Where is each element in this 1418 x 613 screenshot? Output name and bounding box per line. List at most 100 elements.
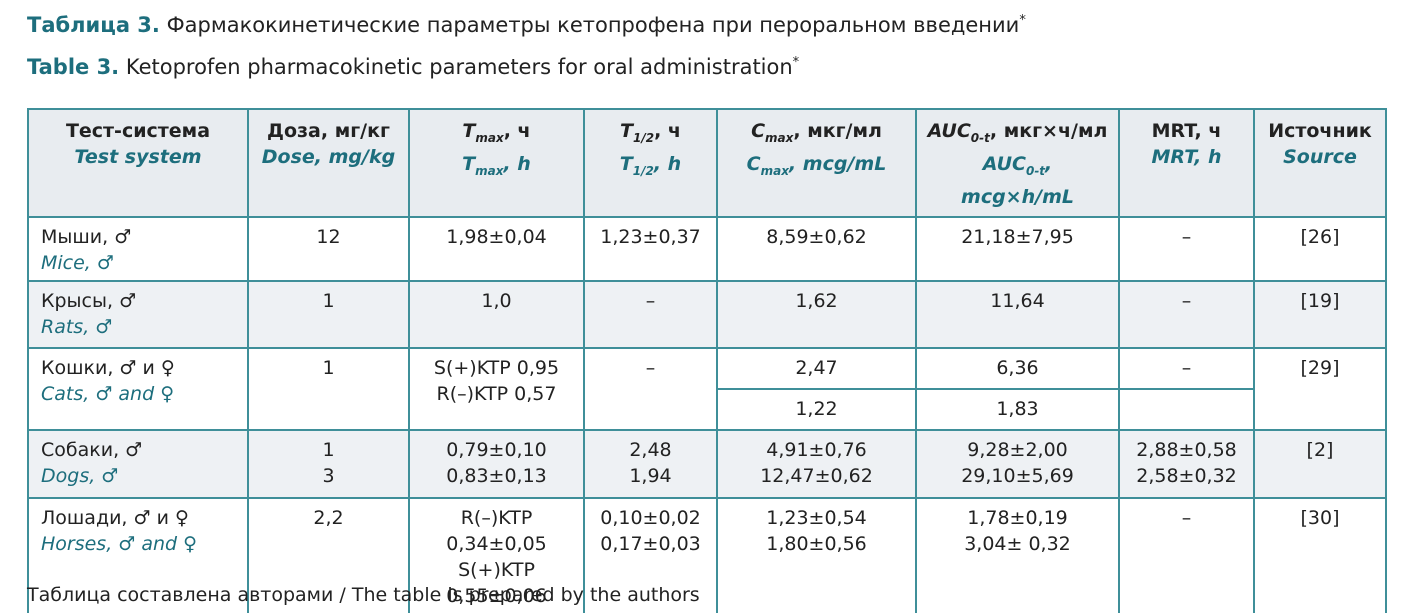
species-en: Cats, ♂ and ♀ — [41, 382, 175, 405]
cell-line: [26] — [1300, 225, 1340, 248]
cell: – — [583, 346, 718, 431]
cell-line: 3,04± 0,32 — [964, 532, 1071, 555]
header-ru: Тест-система — [35, 118, 241, 144]
species-ru: Мыши, ♂ — [41, 225, 132, 248]
header-ru: Tmax, ч — [416, 118, 577, 151]
title-en: Table 3. Ketoprofen pharmacokinetic para… — [27, 55, 799, 79]
cell: 1,23±0,54 1,80±0,56 — [716, 496, 917, 613]
cell: – — [1118, 346, 1255, 390]
cell: 1,98±0,04 — [408, 215, 585, 282]
row: Кошки, ♂ и ♀ Cats, ♂ and ♀ 1 S(+)KTP 0,95 R(… — [27, 346, 1387, 431]
cell-line: 6,36 — [996, 356, 1039, 379]
header-part: , мкг×ч/мл — [989, 120, 1108, 142]
cell: [30] — [1253, 496, 1387, 613]
cell-line: 1,98±0,04 — [446, 225, 547, 248]
cell: 12 — [247, 215, 410, 282]
header-part: Source — [1283, 146, 1357, 168]
cell-line: [2] — [1306, 438, 1334, 461]
cell-line: 1 — [322, 356, 335, 379]
cell: 11,64 — [915, 279, 1120, 349]
cell: 0,79±0,10 0,83±0,13 — [408, 428, 585, 499]
header-cell: Cmax, мкг/мл Cmax, mcg/mL — [716, 108, 917, 218]
cell-line: 1,62 — [795, 289, 838, 312]
title-label: Table 3. — [27, 55, 120, 79]
header-part: , ч — [503, 120, 531, 142]
cell-line: [30] — [1300, 506, 1340, 529]
cell — [1118, 387, 1255, 431]
header-part: T — [620, 120, 633, 142]
title-ru: Таблица 3. Фармакокинетические параметры… — [27, 13, 1026, 37]
species-ru: Крысы, ♂ — [41, 289, 137, 312]
cell-line: 21,18±7,95 — [961, 225, 1074, 248]
cell: [26] — [1253, 215, 1387, 282]
table: Тест-система Test system Доза, мг/кг Dose, … — [27, 108, 1387, 613]
header-part: AUC — [982, 152, 1026, 175]
cell-line: 11,64 — [990, 289, 1045, 312]
row: Лошади, ♂ и ♀ Horses, ♂ and ♀ 2,2 R(–)KTP 0,… — [27, 496, 1387, 613]
cell: – — [1118, 496, 1255, 613]
cell-line: – — [1181, 506, 1192, 529]
cell-line: – — [645, 289, 656, 312]
header-part: Test system — [74, 146, 202, 168]
header-cell: MRT, ч MRT, h — [1118, 108, 1255, 218]
cell-line: S(+)KTP — [458, 558, 535, 581]
header-en: Tmax, h — [416, 151, 577, 184]
cell-line: 1,80±0,56 — [766, 532, 867, 555]
row: 1,22 1,83 — [28, 387, 1386, 431]
cell-line: 0,79±0,10 — [446, 438, 547, 461]
cell-line: 2,2 — [313, 506, 344, 529]
cell: 2,47 — [716, 346, 917, 390]
header-cell: Тест-система Test system — [27, 108, 249, 218]
cell: 0,10±0,02 0,17±0,03 — [583, 496, 718, 613]
header-cell: T1/2, ч T1/2, h — [583, 108, 718, 218]
header-part: Dose, mg/kg — [261, 146, 396, 168]
cell-line: 0,34±0,05 — [446, 532, 547, 555]
cell: 1,78±0,19 3,04± 0,32 — [915, 496, 1120, 613]
cell: 2,48 1,94 — [583, 428, 718, 499]
header-part: C — [746, 152, 761, 175]
cell: – — [583, 279, 718, 349]
cell: 4,91±0,76 12,47±0,62 — [716, 428, 917, 499]
cell-line: R(–)KTP 0,57 — [436, 382, 557, 405]
header-cell: Источник Source — [1253, 108, 1387, 218]
cell-line: 1 — [322, 289, 335, 312]
header-part: T — [462, 152, 476, 175]
cell-line: 0,10±0,02 — [600, 506, 701, 529]
cell-line: – — [1181, 356, 1192, 379]
header-cell: Доза, мг/кг Dose, mg/kg — [247, 108, 410, 218]
cell: 6,36 — [915, 346, 1120, 390]
cell: 2,2 — [247, 496, 410, 613]
cell-line: 0,17±0,03 — [600, 532, 701, 555]
cell-line: S(+)KTP 0,95 — [433, 356, 560, 379]
cell-line: 3 — [322, 464, 335, 487]
species-ru: Собаки, ♂ — [41, 438, 143, 461]
row: Крысы, ♂ Rats, ♂ 1 1,0 – 1,62 11,64 – [19] — [27, 279, 1387, 349]
species-ru: Кошки, ♂ и ♀ — [41, 356, 175, 379]
header-part: max — [475, 163, 504, 178]
header-part: T — [619, 152, 633, 175]
header-part: max — [475, 130, 504, 145]
species-en: Horses, ♂ and ♀ — [41, 532, 198, 555]
cell-line: 9,28±2,00 — [967, 438, 1068, 461]
cell: – — [1118, 279, 1255, 349]
title-mark: * — [1019, 13, 1026, 28]
cell-line: 2,47 — [795, 356, 838, 379]
cell: [29] — [1253, 346, 1387, 431]
cell: 21,18±7,95 — [915, 215, 1120, 282]
header-part: , h — [503, 152, 531, 175]
cell: 1,23±0,37 — [583, 215, 718, 282]
header-part: , мкг/мл — [793, 120, 882, 142]
cell: R(–)KTP 0,34±0,05 S(+)KTP 0,55±0,06 — [408, 496, 585, 613]
title-text: Ketoprofen pharmacokinetic parameters fo… — [125, 55, 793, 79]
species: Мыши, ♂ Mice, ♂ — [27, 215, 249, 282]
species: Лошади, ♂ и ♀ Horses, ♂ and ♀ — [27, 496, 249, 613]
cell-line: 2,88±0,58 — [1136, 438, 1237, 461]
species-en: Rats, ♂ — [41, 315, 113, 338]
header-part: 0-t — [970, 130, 990, 145]
header-part: Тест-система — [65, 120, 211, 142]
cell-line: R(–)KTP — [460, 506, 533, 529]
species: Крысы, ♂ Rats, ♂ — [27, 279, 249, 349]
header-en: MRT, h — [1126, 144, 1247, 170]
header-part: , ч — [654, 120, 681, 142]
